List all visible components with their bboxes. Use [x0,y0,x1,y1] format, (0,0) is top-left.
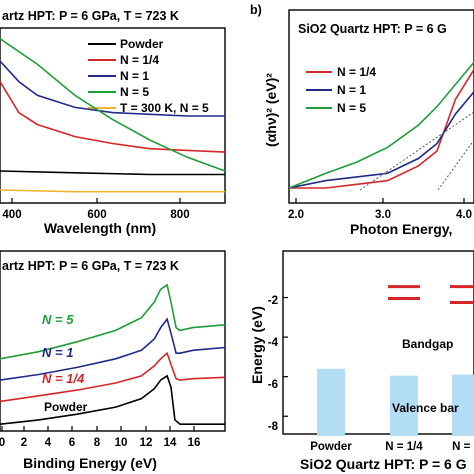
panel-d-bar-n-1-4 [390,375,418,436]
panel-c-xtick-14: 14 [164,437,177,449]
legend-b-n1: N = 1 [337,83,366,97]
panel-c-xtick-4: 4 [45,437,52,449]
panel-b-tangent-n5 [359,111,474,191]
legend-powder: Powder [120,37,164,51]
panel-b-frame [288,9,474,204]
panel-b-series-n-1 [288,91,474,189]
panel-d-plot [283,285,474,436]
panel-c-xticks: 0 2 4 6 8 10 12 14 16 [0,437,200,449]
panel-c-series-n-1 [0,317,226,381]
panel-c-xtick-12: 12 [140,437,153,449]
panel-c-title: artz HPT: P = 6 GPa, T = 723 K [2,259,179,273]
panel-d-cat-n14: N = 1/4 [385,441,423,453]
panel-c-xtick-0: 0 [0,437,5,449]
panel-d-ytick-m8: -8 [268,421,279,433]
bandgap-label: Bandgap [402,337,453,351]
panel-b-plot [288,61,474,203]
panel-c-series-n-5 [0,283,226,360]
panel-c-series-powder [0,374,225,425]
panel-c-xtick-2: 2 [21,437,27,449]
panel-b-xlabel: Photon Energy, [350,221,452,237]
panel-d-ylabel: Energy (eV) [249,306,265,384]
legend-n5: N = 5 [120,85,149,99]
panel-c-xtick-16: 16 [188,437,201,449]
panel-b-title: SiO2 Quartz HPT: P = 6 G [298,22,447,36]
panel-d-yticks: -2 -4 -6 -8 [268,295,279,433]
panel-c-plot [0,283,226,431]
panel-c: artz HPT: P = 6 GPa, T = 723 K N = 5 N =… [0,250,226,471]
panel-a-xtick-600: 600 [87,209,106,221]
panel-a-series-n-5 [0,37,226,172]
panel-d-cat-n1: N = 1 [452,441,474,453]
panel-b-letter: b) [250,3,262,17]
panel-a-series-n-1 [0,60,225,117]
panel-a-series-powder [0,170,225,176]
panel-b-xtick-4: 4.0 [456,209,472,221]
panel-d-cat-powder: Powder [310,441,352,453]
legend-b-n14: N = 1/4 [337,65,376,79]
panel-c-xtick-10: 10 [115,437,128,449]
panel-d-bar-n-1 [452,374,474,436]
panel-c-xtick-8: 8 [94,437,101,449]
panel-c-frame [0,250,226,432]
panel-d-ytick-m6: -6 [268,379,278,391]
panel-b-series-n-5 [288,61,474,189]
panel-a-xlabel: Wavelength (nm) [44,220,156,236]
panel-b-xtick-2: 2.0 [288,209,304,221]
legend-b-n5: N = 5 [337,101,366,115]
panel-a-series-n-1-4 [0,81,226,153]
panel-b-ylabel: (αhν)² (eV)² [263,73,279,147]
label-powder: Powder [44,400,88,414]
valence-band-label: Valence bar [392,401,459,415]
legend-t300: T = 300 K, N = 5 [120,101,209,115]
panel-b-series-n-1-4 [289,69,474,189]
label-n1: N = 1 [42,345,73,360]
panel-a-title: artz HPT: P = 6 GPa, T = 723 K [2,9,179,23]
panel-a: artz HPT: P = 6 GPa, T = 723 K Powder N … [0,9,226,236]
panel-b-xtick-3: 3.0 [375,209,391,221]
panel-a-xtick-800: 800 [170,209,189,221]
panel-a-series-t-300-k-n-5 [0,189,225,193]
panel-c-xlabel: Binding Energy (eV) [23,455,157,471]
panel-b-tangent-n14 [437,139,474,191]
panel-d-ytick-m2: -2 [268,295,278,307]
panel-d-bar-powder [317,368,345,436]
legend-n14: N = 1/4 [120,53,159,67]
panel-d-ytick-m4: -4 [268,337,279,349]
legend-n1: N = 1 [120,69,149,83]
panel-a-xtick-400: 400 [2,209,21,221]
panel-d: Energy (eV) -2 -4 -6 -8 Bandgap Valence … [249,250,474,472]
panel-a-plot [0,37,226,203]
panel-d-footer: SiO2 Quartz HPT: P = 6 G [300,456,467,472]
panel-d-frame [282,250,474,435]
label-n5: N = 5 [42,312,74,327]
panel-a-legend: Powder N = 1/4 N = 1 N = 5 T = 300 K, N … [88,37,209,115]
panel-b: b) SiO2 Quartz HPT: P = 6 G (αhν)² (eV)²… [250,3,474,237]
panel-b-legend: N = 1/4 N = 1 N = 5 [306,65,376,115]
panel-c-xtick-6: 6 [69,437,75,449]
label-n14: N = 1/4 [42,371,85,386]
panel-c-series-n-1-4 [0,351,226,403]
